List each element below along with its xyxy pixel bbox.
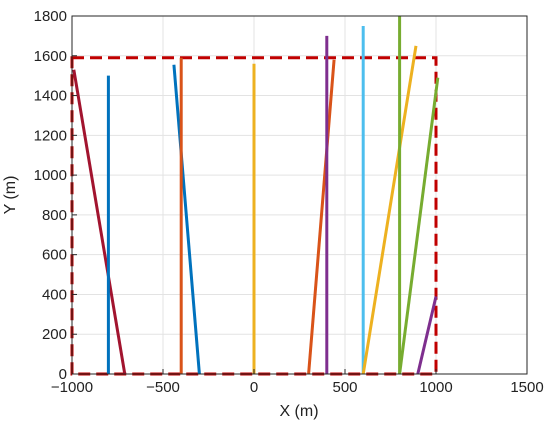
series-lines [72, 16, 440, 375]
y-tick-label: 400 [42, 286, 67, 303]
series-line-11 [398, 77, 440, 375]
axes [71, 15, 528, 375]
y-axis-label: Y (m) [2, 176, 19, 215]
y-tick-label: 600 [42, 247, 67, 264]
boundary-annotation [70, 56, 438, 376]
dashed-boundary-rect [70, 56, 438, 376]
series-line-9 [361, 45, 418, 375]
x-tick-label: 1500 [510, 379, 543, 396]
x-tick-label: 500 [332, 379, 357, 396]
x-tick-label: 1000 [419, 379, 452, 396]
y-tick-label: 1200 [34, 127, 67, 144]
y-tick-label: 0 [59, 366, 67, 383]
axes-box [71, 15, 528, 375]
y-tick-label: 1600 [34, 48, 67, 65]
series-line-12 [416, 296, 438, 375]
y-tick-label: 1000 [34, 167, 67, 184]
grid-lines [71, 15, 528, 375]
tick-labels: −1000 −500 0 500 1000 1500 0 200 400 600 800 1000 12… [34, 8, 544, 396]
series-line-1 [72, 69, 127, 375]
x-tick-label: 0 [250, 379, 258, 396]
x-tick-label: −500 [146, 379, 180, 396]
series-line-6 [307, 59, 336, 375]
series-line-3 [172, 64, 201, 375]
y-tick-label: 800 [42, 207, 67, 224]
y-tick-label: 200 [42, 326, 67, 343]
y-tick-label: 1800 [34, 8, 67, 25]
y-tick-label: 1400 [34, 88, 67, 105]
x-axis-label: X (m) [279, 403, 318, 420]
x-tick-label: −1000 [51, 379, 93, 396]
